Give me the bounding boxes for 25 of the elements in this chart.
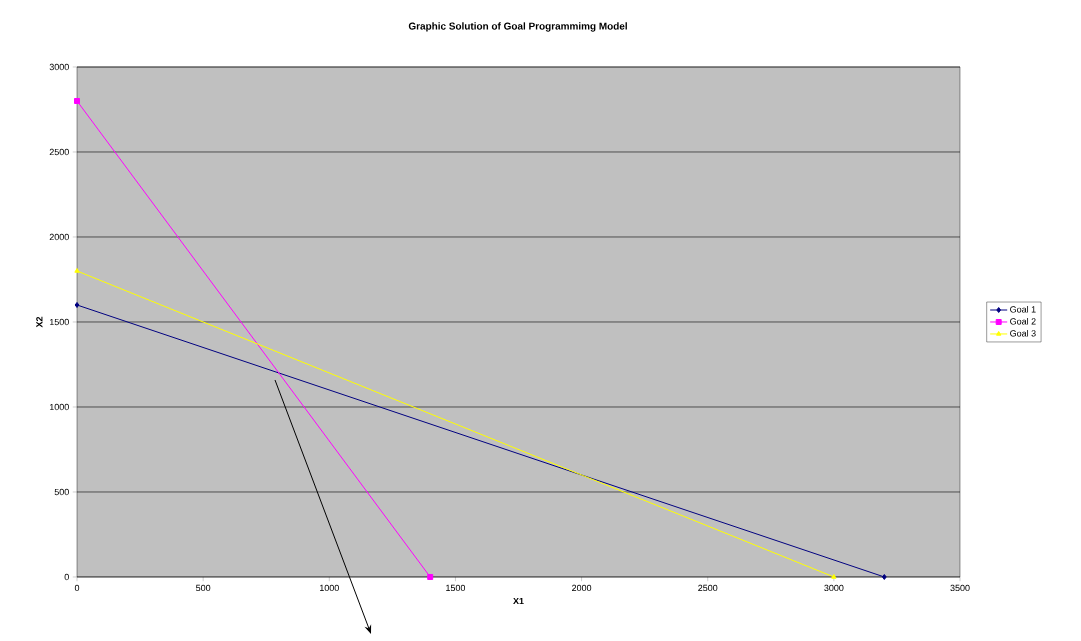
- y-tick-label: 3000: [49, 63, 69, 71]
- y-tick-label: 1000: [49, 403, 69, 411]
- x-tick-label: 3500: [950, 584, 970, 592]
- x-tick-label: 2500: [698, 584, 718, 592]
- x-tick-label: 3000: [824, 584, 844, 592]
- legend-label: Goal 1: [1010, 306, 1036, 313]
- x-tick-label: 1500: [446, 584, 466, 592]
- point: [881, 573, 887, 580]
- point: [74, 97, 80, 104]
- x-tick-label: 0: [74, 584, 80, 592]
- point: [74, 301, 80, 308]
- y-tick-label: 2500: [49, 148, 69, 156]
- legend-label: Goal 2: [1010, 317, 1036, 325]
- x-tick-label: 500: [196, 584, 211, 592]
- legend-label: Goal 3: [1010, 329, 1036, 337]
- y-axis-title: X2: [36, 316, 43, 328]
- x-tick-label: 2000: [572, 584, 592, 592]
- chart-title: Graphic Solution of Goal Programmimg Model: [408, 22, 627, 32]
- x-tick-label: 1000: [320, 584, 339, 592]
- x-axis-title: X1: [513, 597, 524, 605]
- y-tick-label: 1500: [49, 318, 69, 326]
- y-tick-label: 500: [54, 488, 69, 496]
- y-tick-label: 0: [64, 573, 69, 581]
- y-tick-label: 2000: [49, 233, 69, 241]
- point: [427, 573, 434, 580]
